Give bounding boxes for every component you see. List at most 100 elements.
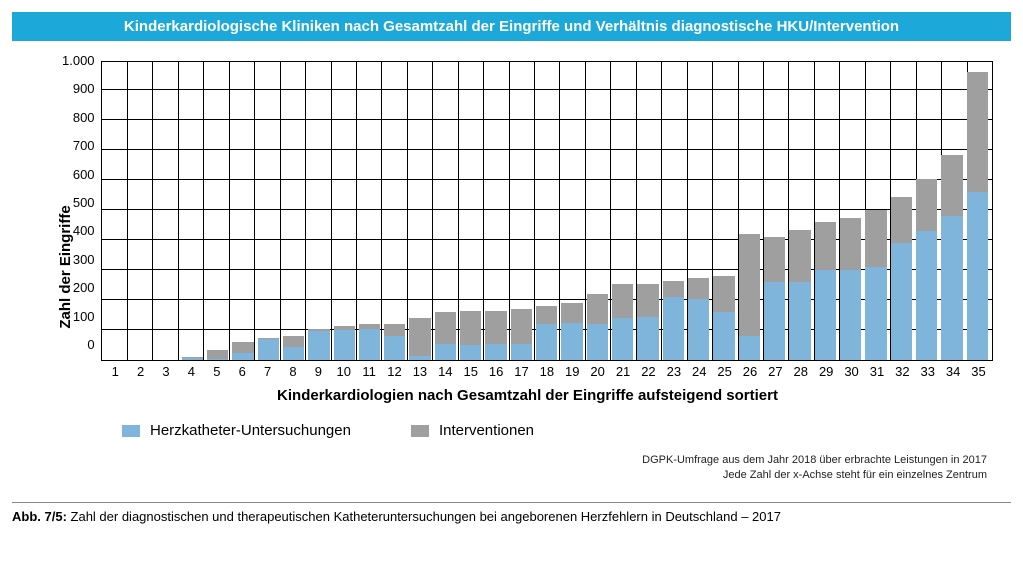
footnote-line1: DGPK-Umfrage aus dem Jahr 2018 über erbr… <box>62 453 987 468</box>
gridline-v <box>483 62 484 360</box>
x-tick: 17 <box>511 361 532 379</box>
x-tick: 6 <box>232 361 253 379</box>
title-bar: Kinderkardiologische Kliniken nach Gesam… <box>12 12 1011 41</box>
bar <box>815 222 836 360</box>
x-tick: 12 <box>384 361 405 379</box>
bar <box>764 237 785 360</box>
y-tick: 900 <box>62 81 95 97</box>
bar-segment-intervention <box>561 303 582 323</box>
bar-segment-hku <box>865 267 886 360</box>
gridline-h <box>102 89 992 90</box>
bar <box>384 324 405 360</box>
legend-label-intervention: Interventionen <box>439 422 534 439</box>
caption-label: Abb. 7/5: <box>12 509 67 524</box>
bar-segment-intervention <box>283 336 304 347</box>
bar-segment-intervention <box>739 234 760 336</box>
x-tick: 34 <box>942 361 963 379</box>
bar-segment-intervention <box>815 222 836 270</box>
gridline-h <box>102 149 992 150</box>
bar-segment-intervention <box>612 284 633 319</box>
gridline-v <box>432 62 433 360</box>
gridline-v <box>254 62 255 360</box>
x-tick: 13 <box>409 361 430 379</box>
caption: Abb. 7/5: Zahl der diagnostischen und th… <box>12 502 1011 524</box>
bar <box>283 336 304 360</box>
bar-segment-intervention <box>435 312 456 344</box>
bar <box>789 230 810 361</box>
y-axis-label: Zahl der Eingriffe <box>57 206 74 329</box>
bar-segment-hku <box>713 312 734 360</box>
x-tick: 10 <box>333 361 354 379</box>
bar <box>460 311 481 361</box>
bar <box>739 234 760 360</box>
bar-segment-hku <box>637 317 658 361</box>
x-tick: 8 <box>282 361 303 379</box>
gridline-v <box>331 62 332 360</box>
bar-segment-hku <box>207 359 228 361</box>
x-tick: 32 <box>892 361 913 379</box>
plot-wrap: 1234567891011121314151617181920212223242… <box>101 61 993 379</box>
gridline-v <box>458 62 459 360</box>
gridline-h <box>102 209 992 210</box>
x-tick: 18 <box>536 361 557 379</box>
bar <box>612 284 633 361</box>
bar <box>663 281 684 361</box>
gridline-h <box>102 119 992 120</box>
x-tick: 14 <box>435 361 456 379</box>
x-tick: 21 <box>612 361 633 379</box>
x-tick: 15 <box>460 361 481 379</box>
bar-segment-hku <box>283 347 304 361</box>
bar-segment-hku <box>232 353 253 361</box>
bar-segment-hku <box>688 299 709 361</box>
bar-segment-intervention <box>789 230 810 283</box>
y-tick: 600 <box>62 167 95 183</box>
bar <box>840 218 861 361</box>
bar-segment-hku <box>967 192 988 360</box>
figure-container: Kinderkardiologische Kliniken nach Gesam… <box>12 12 1011 524</box>
y-tick: 1.000 <box>62 53 95 69</box>
x-tick: 27 <box>765 361 786 379</box>
bar <box>258 338 279 361</box>
x-tick: 26 <box>739 361 760 379</box>
gridline-v <box>356 62 357 360</box>
bar-segment-hku <box>561 323 582 361</box>
gridline-v <box>178 62 179 360</box>
x-tick: 25 <box>714 361 735 379</box>
bar-segment-intervention <box>663 281 684 298</box>
bar-segment-intervention <box>840 218 861 271</box>
x-axis-label: Kinderkardiologien nach Gesamtzahl der E… <box>62 387 993 404</box>
gridline-v <box>203 62 204 360</box>
bar-segment-hku <box>536 324 557 360</box>
x-tick: 30 <box>841 361 862 379</box>
bar <box>232 342 253 360</box>
bar-segment-intervention <box>536 306 557 324</box>
bar <box>637 284 658 361</box>
legend-label-hku: Herzkatheter-Untersuchungen <box>150 422 351 439</box>
x-tick: 35 <box>968 361 989 379</box>
bar-segment-intervention <box>713 276 734 312</box>
x-tick: 4 <box>181 361 202 379</box>
gridline-v <box>381 62 382 360</box>
x-tick: 16 <box>485 361 506 379</box>
bar-segment-hku <box>739 336 760 360</box>
legend-item-hku: Herzkatheter-Untersuchungen <box>122 422 351 439</box>
x-tick: 29 <box>815 361 836 379</box>
legend: Herzkatheter-Untersuchungen Intervention… <box>62 422 993 439</box>
gridline-v <box>229 62 230 360</box>
x-tick: 9 <box>308 361 329 379</box>
bar-segment-intervention <box>384 324 405 336</box>
bar-segment-hku <box>384 336 405 360</box>
gridline-v <box>127 62 128 360</box>
bar-segment-hku <box>308 331 329 360</box>
bar-segment-intervention <box>916 179 937 232</box>
gridline-v <box>152 62 153 360</box>
bar <box>334 326 355 361</box>
footnote: DGPK-Umfrage aus dem Jahr 2018 über erbr… <box>62 453 993 484</box>
chart-area: Zahl der Eingriffe 1.0009008007006005004… <box>12 41 1011 494</box>
bar-segment-hku <box>815 270 836 360</box>
bar <box>435 312 456 360</box>
legend-swatch-intervention <box>411 425 429 437</box>
x-ticks: 1234567891011121314151617181920212223242… <box>101 361 993 379</box>
bar-segment-intervention <box>891 197 912 244</box>
bar <box>891 197 912 361</box>
